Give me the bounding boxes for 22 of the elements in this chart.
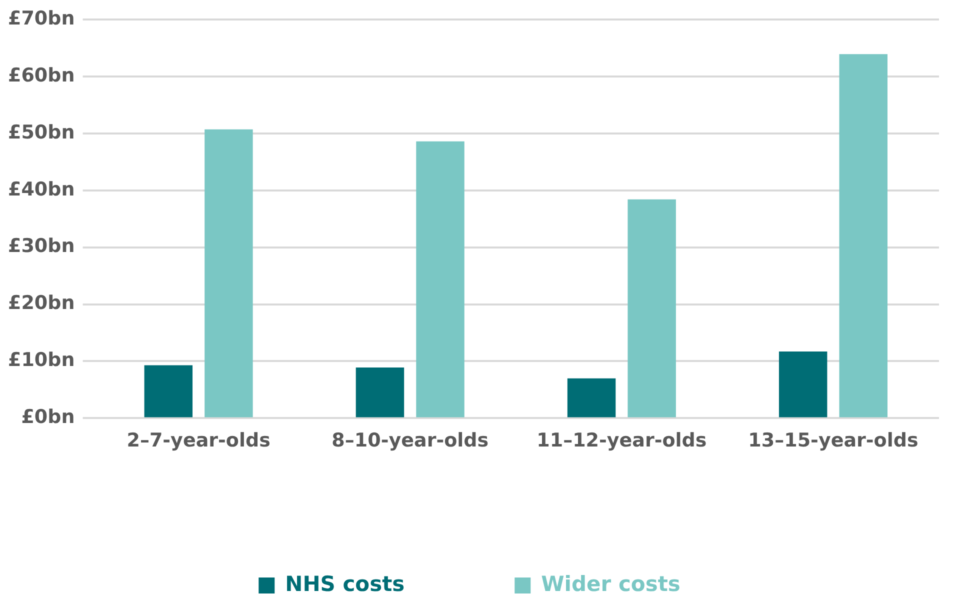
x-tick-label: 11–12-year-olds xyxy=(536,430,707,452)
y-tick-label: £30bn xyxy=(8,235,75,258)
y-tick-label: £0bn xyxy=(21,406,75,428)
y-tick-label: £60bn xyxy=(8,64,75,86)
x-tick-label: 13–15-year-olds xyxy=(748,430,918,452)
bar xyxy=(567,378,616,418)
bar xyxy=(356,367,404,418)
y-tick-label: £20bn xyxy=(8,292,75,314)
legend-label: Wider costs xyxy=(541,572,680,596)
bar xyxy=(144,365,193,418)
legend-label: NHS costs xyxy=(285,572,405,596)
x-tick-label: 8–10-year-olds xyxy=(332,430,489,452)
bar xyxy=(778,352,828,418)
y-tick-label: £40bn xyxy=(8,178,75,200)
y-tick-label: £10bn xyxy=(8,349,75,372)
x-tick-label: 2–7-year-olds xyxy=(126,430,270,452)
bar xyxy=(416,141,464,418)
bar xyxy=(839,54,888,418)
y-tick-label: £70bn xyxy=(8,7,75,30)
y-tick-label: £50bn xyxy=(8,121,75,144)
bar xyxy=(628,199,676,418)
bar xyxy=(204,129,253,418)
